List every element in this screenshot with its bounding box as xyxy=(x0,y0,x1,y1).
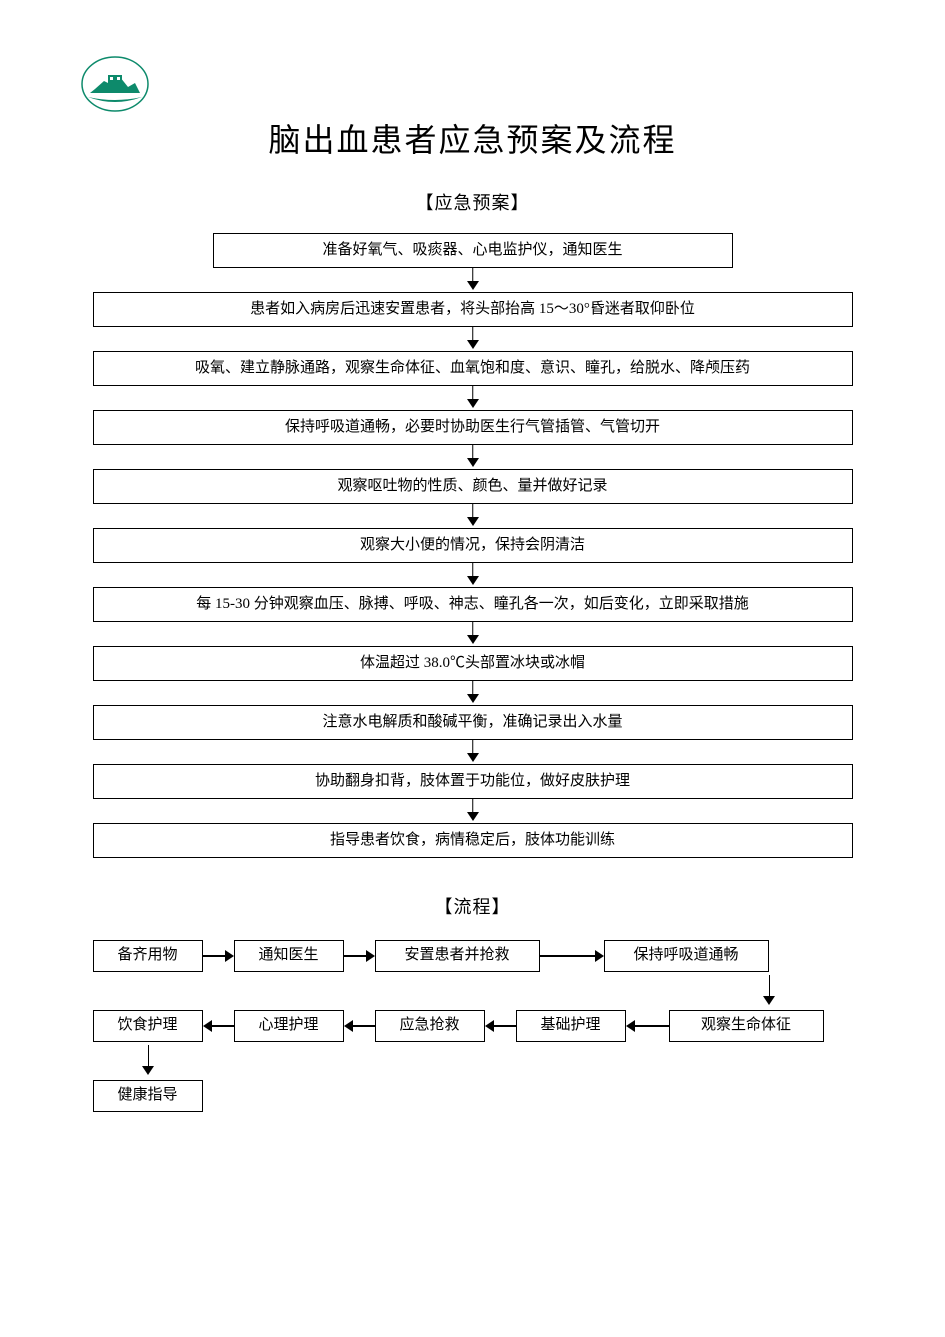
arrow-down-icon xyxy=(93,740,853,764)
arrow-down-icon xyxy=(93,268,853,292)
section1-heading: 【应急预案】 xyxy=(0,189,945,215)
flow-box: 饮食护理 xyxy=(93,1010,203,1042)
flow-box: 备齐用物 xyxy=(93,940,203,972)
arrow-down-icon xyxy=(93,681,853,705)
flow-box: 心理护理 xyxy=(234,1010,344,1042)
step-box: 指导患者饮食，病情稳定后，肢体功能训练 xyxy=(93,823,853,858)
arrow-right-icon xyxy=(203,937,234,975)
section2-heading: 【流程】 xyxy=(0,893,945,919)
flow-box: 应急抢救 xyxy=(375,1010,485,1042)
step-box: 患者如入病房后迅速安置患者，将头部抬高 15～30°昏迷者取仰卧位 xyxy=(93,292,853,327)
arrow-down-icon xyxy=(93,386,853,410)
arrow-right-icon xyxy=(344,937,375,975)
arrow-down-icon xyxy=(93,445,853,469)
flow-box: 通知医生 xyxy=(234,940,344,972)
flow-row-2: 饮食护理 心理护理 应急抢救 基础护理 观察生命体征 xyxy=(93,1007,853,1045)
step-box: 协助翻身扣背，肢体置于功能位，做好皮肤护理 xyxy=(93,764,853,799)
step-box: 准备好氧气、吸痰器、心电监护仪，通知医生 xyxy=(213,233,733,268)
step-box: 每 15-30 分钟观察血压、脉搏、呼吸、神志、瞳孔各一次，如后变化，立即采取措… xyxy=(93,587,853,622)
arrow-left-icon xyxy=(203,1007,234,1045)
step-box: 体温超过 38.0℃头部置冰块或冰帽 xyxy=(93,646,853,681)
arrow-right-icon xyxy=(540,937,604,975)
arrow-down-icon xyxy=(93,327,853,351)
vertical-flowchart: 准备好氧气、吸痰器、心电监护仪，通知医生患者如入病房后迅速安置患者，将头部抬高 … xyxy=(93,233,853,858)
arrow-down-icon xyxy=(93,563,853,587)
step-box: 保持呼吸道通畅，必要时协助医生行气管插管、气管切开 xyxy=(93,410,853,445)
flow-box: 基础护理 xyxy=(516,1010,626,1042)
document-title: 脑出血患者应急预案及流程 xyxy=(0,115,945,161)
arrow-down-icon xyxy=(93,975,853,1007)
flow-box: 健康指导 xyxy=(93,1080,203,1112)
step-box: 吸氧、建立静脉通路，观察生命体征、血氧饱和度、意识、瞳孔，给脱水、降颅压药 xyxy=(93,351,853,386)
arrow-left-icon xyxy=(485,1007,516,1045)
arrow-left-icon xyxy=(626,1007,669,1045)
arrow-down-icon xyxy=(93,1045,853,1077)
flow-box: 观察生命体征 xyxy=(669,1010,824,1042)
hospital-logo xyxy=(80,55,150,113)
step-box: 观察大小便的情况，保持会阴清洁 xyxy=(93,528,853,563)
horizontal-flowchart: 备齐用物 通知医生 安置患者并抢救 保持呼吸道通畅 饮食护理 心理护理 应急抢救… xyxy=(93,937,853,1115)
flow-row-1: 备齐用物 通知医生 安置患者并抢救 保持呼吸道通畅 xyxy=(93,937,853,975)
arrow-down-icon xyxy=(93,504,853,528)
step-box: 观察呕吐物的性质、颜色、量并做好记录 xyxy=(93,469,853,504)
arrow-down-icon xyxy=(93,622,853,646)
arrow-left-icon xyxy=(344,1007,375,1045)
arrow-down-icon xyxy=(93,799,853,823)
step-box: 注意水电解质和酸碱平衡，准确记录出入水量 xyxy=(93,705,853,740)
flow-row-3: 健康指导 xyxy=(93,1077,853,1115)
flow-box: 保持呼吸道通畅 xyxy=(604,940,769,972)
flow-box: 安置患者并抢救 xyxy=(375,940,540,972)
